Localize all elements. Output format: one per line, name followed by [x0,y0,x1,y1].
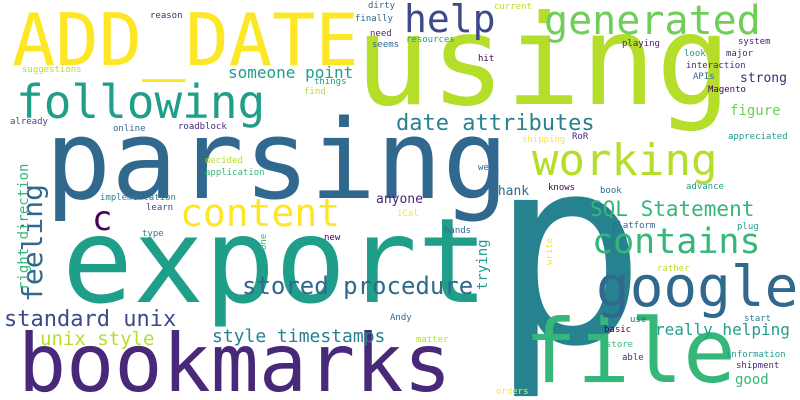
word-thank: Thank [490,184,529,199]
word-good: good [735,372,769,388]
word-things: things [314,77,347,87]
word-google: google [596,255,798,320]
word-trying: trying [475,239,491,290]
word-magento: Magento [708,85,746,95]
word-contains: contains [592,222,761,262]
word-online: online [113,124,146,134]
word-reason: reason [150,11,183,21]
word-one: one [259,234,269,250]
word-roadblock: roadblock [178,122,227,132]
word-knows: knows [548,183,575,193]
word-seems: seems [372,40,399,50]
word-using: using [355,0,731,134]
word-etc: etc [570,333,586,343]
word-suggestions: suggestions [22,65,82,75]
word-standard-unix: standard unix [4,307,176,332]
word-stored-procedure: stored procedure [242,272,473,300]
word-hands: hands [444,226,471,236]
word-rather: rather [657,264,690,274]
word-parsing: parsing [45,96,509,224]
word-current: current [494,2,532,12]
word-appreciated: appreciated [728,132,788,142]
word-style-timestamps: style timestamps [212,326,385,347]
word-andy: Andy [390,313,412,323]
word-need: need [370,29,392,39]
word-export: export [62,192,488,330]
word-content: content [180,191,340,235]
word-able: able [622,353,644,363]
word-decided: decided [205,156,243,166]
word-unix-style: unix style [40,328,154,350]
word-new: new [324,233,341,243]
word-resources: resources [406,35,455,45]
word-help: help [404,0,496,41]
word-interaction: interaction [686,61,746,71]
word-playing: playing [622,39,660,49]
word-finally: finally [355,14,394,24]
word-shipping: shipping [522,135,565,145]
word-find: find [304,87,326,97]
word-start: start [744,314,771,324]
word-file: file [524,300,736,400]
word-someone-point: someone point [228,63,353,82]
word-following: following [16,75,265,129]
word-right-direction: right direction [16,164,32,290]
word-really-helping: really helping [655,320,790,339]
word-hit: hit [478,54,494,64]
word-strong: strong [740,71,787,86]
word-advance: advance [686,182,724,192]
word-information: information [726,350,786,360]
word-application: application [205,168,265,178]
word-bookmarks: bookmarks [18,317,451,400]
word-use: use [630,315,646,325]
word-implementation: implementation [100,193,176,203]
word-anyone: anyone [376,192,423,207]
word-learn: learn [146,203,173,213]
word-already: already [10,117,49,127]
word-generated: generated [544,0,761,44]
word-orders: orders [496,387,529,397]
word-ical: iCal [397,209,419,219]
word-system: system [738,37,771,47]
word-major: major [726,49,754,59]
word-date-attributes: date attributes [396,111,595,136]
word-shipment: shipment [736,361,779,371]
word-well: well [478,163,500,173]
word-basic: basic [604,325,631,335]
word-store: store [606,340,633,350]
word-p: p [490,102,647,400]
word-figure: figure [730,103,781,119]
word-add-date: ADD_DATE [12,0,359,82]
word-book: book [600,186,622,196]
word-apis: APIs [693,72,715,82]
word-feeling: feeling [16,184,49,302]
word-plug: plug [737,222,759,232]
word-matter: matter [416,335,449,345]
word-look: look [684,49,706,59]
word-c: c [92,199,112,239]
word-platform: platform [612,221,655,231]
word-sql-statement: SQL Statement [590,197,754,221]
word-dirty: dirty [368,1,396,11]
word-type: type [142,229,164,239]
word-ror: RoR [572,132,589,142]
word-write: write [545,238,555,265]
word-working: working [532,135,717,186]
